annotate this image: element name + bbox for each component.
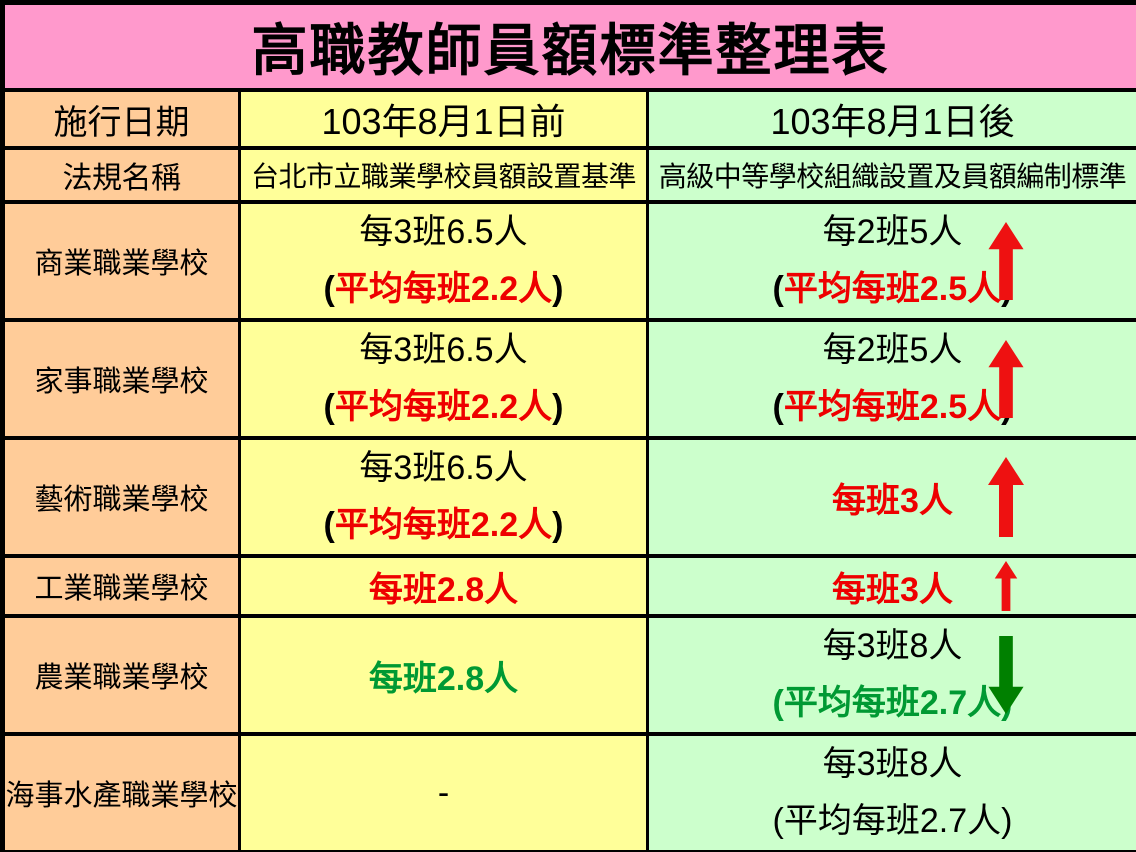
regulation-row: 法規名稱 台北市立職業學校員額設置基準 高級中等學校組織設置及員額編制標準 [1,146,1136,204]
cell-before: 每3班6.5人 (平均每班2.2人) [238,200,649,322]
after-avg: (平均每班2.7人) [772,802,1013,840]
before-avg: (平均每班2.2人) [323,270,564,308]
before-avg: (平均每班2.2人) [323,388,564,426]
before-main: 每3班6.5人 [359,449,528,487]
trend-arrow-icon [988,340,1024,418]
after-main: 每班3人 [832,570,953,609]
header-before: 103年8月1日前 [238,88,649,150]
header-row: 施行日期 103年8月1日前 103年8月1日後 [1,88,1136,150]
after-main: 每3班8人 [822,745,963,783]
trend-arrow-icon [988,561,1024,611]
after-avg: (平均每班2.5人) [772,388,1013,426]
cell-before: 每班2.8人 [238,554,649,618]
before-main: 每班2.8人 [368,570,519,609]
cell-after: 每班3人 [645,554,1136,618]
table-row: 商業職業學校 每3班6.5人 (平均每班2.2人) 每2班5人 (平均每班2.5… [1,200,1136,322]
school-name: 藝術職業學校 [1,436,241,558]
cell-before: 每3班6.5人 (平均每班2.2人) [238,318,649,440]
school-name: 家事職業學校 [1,318,241,440]
cell-before: 每3班6.5人 (平均每班2.2人) [238,436,649,558]
before-main: - [437,773,450,812]
before-main: 每3班6.5人 [359,213,528,251]
title-row: 高職教師員額標準整理表 [0,0,1136,92]
after-main: 每2班5人 [822,331,963,369]
school-name: 農業職業學校 [1,614,241,736]
cell-after: 每2班5人 (平均每班2.5人) [645,200,1136,322]
regulation-after: 高級中等學校組織設置及員額編制標準 [645,146,1136,204]
before-main: 每3班6.5人 [359,331,528,369]
trend-arrow-icon [988,455,1025,539]
table-row: 家事職業學校 每3班6.5人 (平均每班2.2人) 每2班5人 (平均每班2.5… [1,318,1136,440]
header-label: 施行日期 [1,88,241,150]
header-after: 103年8月1日後 [645,88,1136,150]
after-main: 每班3人 [832,481,953,520]
after-avg: (平均每班2.5人) [772,270,1013,308]
table-row: 農業職業學校 每班2.8人 每3班8人 (平均每班2.7人) [1,614,1136,736]
before-avg: (平均每班2.2人) [323,506,564,544]
school-name: 商業職業學校 [1,200,241,322]
school-name: 工業職業學校 [1,554,241,618]
trend-arrow-icon [988,222,1024,300]
after-avg: (平均每班2.7人) [772,684,1013,722]
cell-after: 每3班8人 (平均每班2.7人) [645,732,1136,852]
cell-after: 每班3人 [645,436,1136,558]
table-row: 藝術職業學校 每3班6.5人 (平均每班2.2人) 每班3人 [1,436,1136,558]
school-name: 海事水產職業學校 [1,732,241,852]
before-main: 每班2.8人 [368,659,519,698]
trend-arrow-icon [988,636,1024,714]
regulation-before: 台北市立職業學校員額設置基準 [238,146,649,204]
cell-before: - [238,732,649,852]
page-title: 高職教師員額標準整理表 [0,0,1136,92]
cell-after: 每3班8人 (平均每班2.7人) [645,614,1136,736]
regulation-label: 法規名稱 [1,146,241,204]
cell-before: 每班2.8人 [238,614,649,736]
table-row: 海事水產職業學校 - 每3班8人 (平均每班2.7人) [1,732,1136,852]
table-row: 工業職業學校 每班2.8人 每班3人 [1,554,1136,618]
after-main: 每2班5人 [822,213,963,251]
after-main: 每3班8人 [822,627,963,665]
cell-after: 每2班5人 (平均每班2.5人) [645,318,1136,440]
